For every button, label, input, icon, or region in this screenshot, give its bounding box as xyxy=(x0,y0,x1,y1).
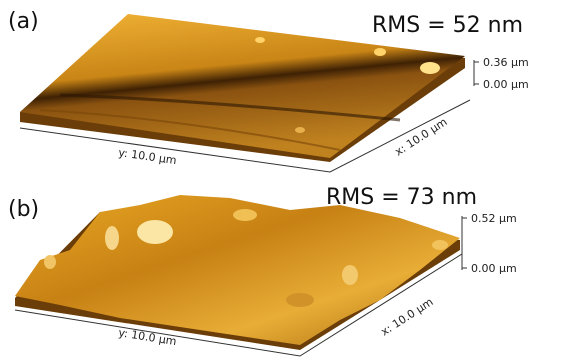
panel-label: (a) xyxy=(8,9,39,34)
z-tick-label: 0.52 µm xyxy=(471,212,517,225)
panel-label: (b) xyxy=(8,197,39,222)
rms-label: RMS = 52 nm xyxy=(372,13,523,38)
z-tick-label: 0.00 µm xyxy=(471,262,517,275)
z-tick-label: 0.36 µm xyxy=(483,56,529,69)
x-axis-label: x: 10.0 µm xyxy=(393,115,450,158)
z-tick-label: 0.00 µm xyxy=(483,78,529,91)
figure: (a) RMS = 52 nm 0.36 µm 0.00 µm y: 10.0 … xyxy=(0,0,561,362)
rms-label: RMS = 73 nm xyxy=(326,185,477,210)
